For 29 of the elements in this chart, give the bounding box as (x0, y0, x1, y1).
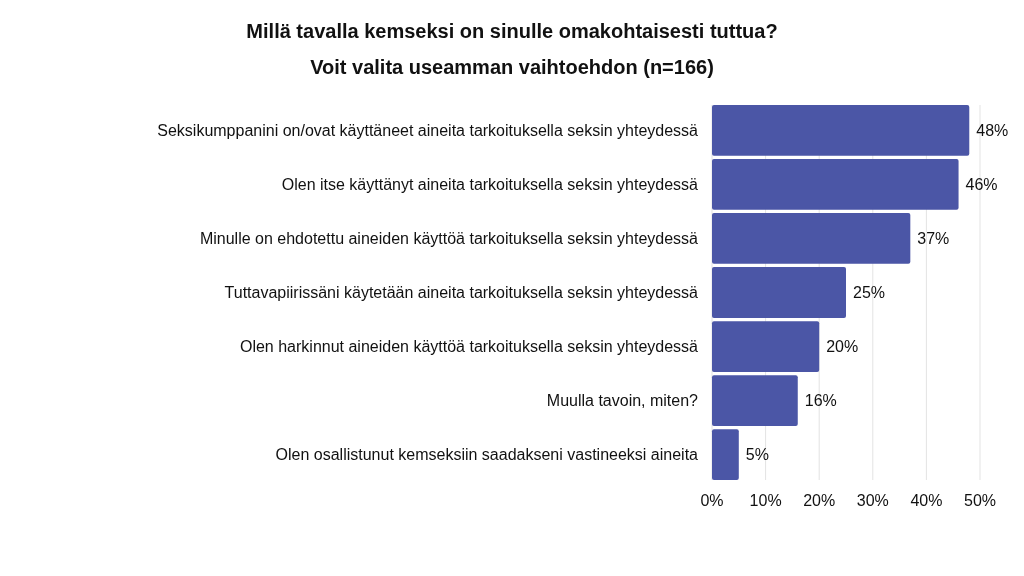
bar (712, 159, 959, 210)
y-tick-label: Tuttavapiirissäni käytetään aineita tarkoituksella seksin yhteydessä (224, 284, 699, 302)
y-tick-label: Muulla tavoin, miten? (546, 392, 699, 410)
x-tick-label: 50% (963, 492, 997, 509)
data-label: 16% (804, 392, 837, 410)
y-tick-label: Seksikumppanini on/ovat käyttäneet aineita tarkoituksella seksin yhteydessä (157, 122, 699, 139)
data-label: 20% (826, 338, 859, 356)
y-tick-label: Minulle on ehdotettu aineiden käyttöä tarkoituksella seksin yhteydessä (199, 230, 699, 248)
bar (712, 213, 911, 264)
data-label: 25% (853, 284, 886, 302)
data-label: 46% (965, 176, 998, 194)
text: Voit valita useamman vaihtoehdon (n=166) (310, 56, 714, 78)
x-tick-label: 10% (749, 492, 782, 509)
data-label: 5% (745, 446, 769, 464)
x-tick-label: 20% (803, 492, 836, 509)
bar (712, 267, 846, 318)
x-tick-label: 40% (910, 492, 943, 509)
data-label: 37% (917, 230, 950, 248)
y-tick-label: Olen harkinnut aineiden käyttöä tarkoituksella seksin yhteydessä (239, 338, 699, 356)
y-tick-label: Olen osallistunut kemseksiin saadakseni vastineeksi aineita (275, 446, 699, 464)
text: Millä tavalla kemseksi on sinulle omakohtaisesti tuttua? (246, 20, 778, 42)
bar (712, 321, 820, 372)
x-tick-label: 30% (856, 492, 889, 509)
bar (712, 375, 798, 426)
bar (712, 429, 739, 480)
y-tick-label: Olen itse käyttänyt aineita tarkoituksella seksin yhteydessä (281, 176, 699, 194)
x-tick-label: 0% (700, 492, 724, 509)
bar (712, 105, 970, 156)
data-label: 48% (976, 122, 1009, 139)
